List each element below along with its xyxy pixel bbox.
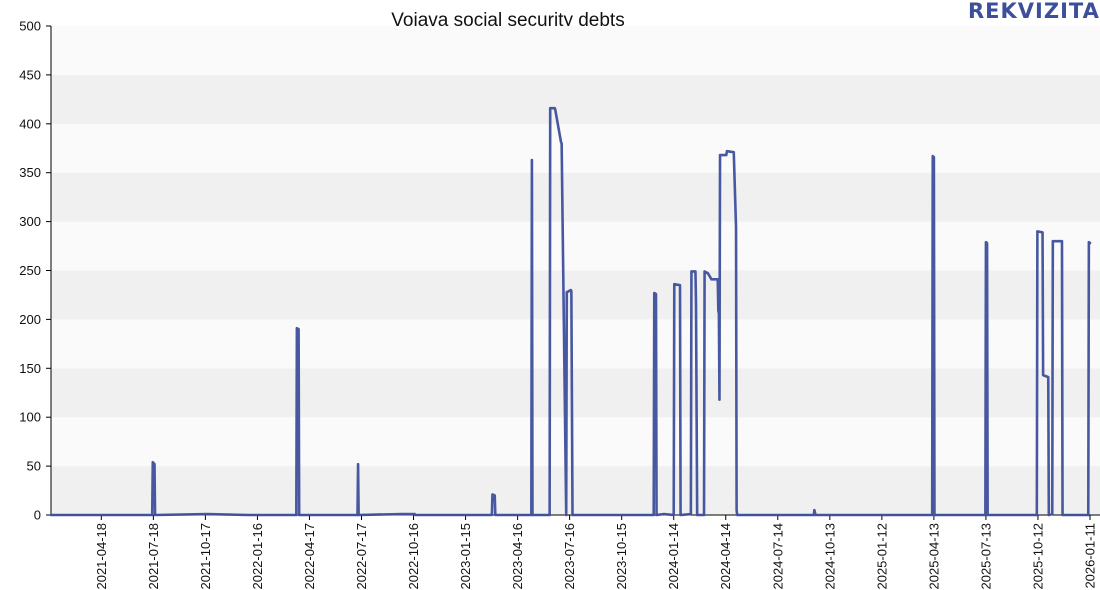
series-line: [49, 106, 1092, 517]
x-tick-label: 2021-10-17: [198, 523, 213, 590]
grid-band: [51, 172, 1100, 222]
x-tick-label: 2025-10-12: [1030, 523, 1045, 590]
grid-band: [51, 221, 1100, 271]
grid-bands: [51, 26, 1100, 515]
chart-title: Vojava social security debts: [391, 10, 625, 31]
x-tick-label: 2023-04-16: [510, 523, 525, 590]
x-tick-label: 2025-01-12: [874, 523, 889, 590]
x-tick-label: 2022-07-17: [354, 523, 369, 590]
y-tick-label: 0: [34, 508, 41, 523]
grid-band: [51, 26, 1100, 75]
x-tick-label: 2023-10-15: [614, 523, 629, 590]
y-tick-label: 250: [19, 263, 41, 278]
y-axis-ticks: 0 50 100 150 200 250 300 350 400 450 500: [19, 19, 51, 523]
series-group: [49, 106, 1092, 517]
x-tick-label: 2021-07-18: [146, 523, 161, 590]
y-tick-label: 500: [19, 19, 41, 34]
grid-band: [51, 270, 1100, 320]
grid-band: [51, 319, 1100, 369]
grid-band: [51, 417, 1100, 467]
x-tick-label: 2024-10-13: [822, 523, 837, 590]
y-tick-label: 100: [19, 410, 41, 425]
x-axis-ticks: 2021-04-18 2021-07-18 2021-10-17 2022-01-16…: [94, 515, 1098, 590]
y-tick-label: 300: [19, 214, 41, 229]
y-tick-label: 150: [19, 361, 41, 376]
x-tick-label: 2023-07-16: [562, 523, 577, 590]
rekvizitai-logo[interactable]: REKVIZITAI vž: [968, 0, 1100, 22]
logo-text: REKVIZITAI: [968, 0, 1100, 23]
grid-band: [51, 74, 1100, 124]
x-tick-label: 2022-01-16: [250, 523, 265, 590]
x-tick-label: 2021-04-18: [94, 523, 109, 590]
x-tick-label: 2022-10-16: [406, 523, 421, 590]
grid-band: [51, 368, 1100, 418]
grid-band: [51, 466, 1100, 515]
y-tick-label: 450: [19, 67, 41, 82]
x-tick-label: 2024-04-14: [718, 523, 733, 590]
y-tick-label: 350: [19, 165, 41, 180]
y-tick-label: 200: [19, 312, 41, 327]
x-tick-label: 2025-07-13: [978, 523, 993, 590]
grid-band: [51, 123, 1100, 173]
y-tick-label: 400: [19, 116, 41, 131]
x-tick-label: 2024-01-14: [666, 523, 681, 590]
x-tick-label: 2023-01-15: [458, 523, 473, 590]
x-tick-label: 2022-04-17: [302, 523, 317, 590]
x-tick-label: 2026-01-11: [1083, 523, 1098, 589]
x-tick-label: 2025-04-13: [926, 523, 941, 590]
y-tick-label: 50: [27, 459, 41, 474]
x-tick-label: 2024-07-14: [770, 523, 785, 590]
